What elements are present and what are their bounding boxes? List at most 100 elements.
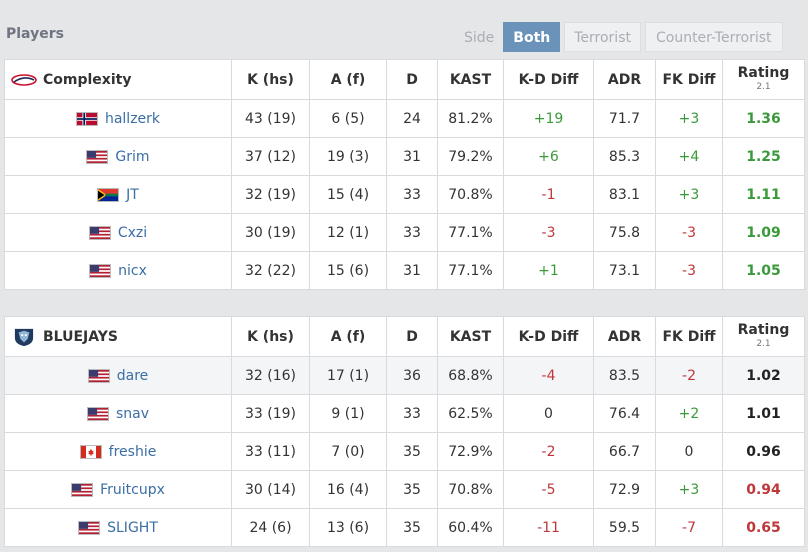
rating-cell: 0.96 [722, 432, 805, 471]
players-title: Players [6, 26, 64, 42]
norway-flag-icon [75, 111, 98, 126]
player-cell: freshie [4, 432, 232, 471]
table-row: SLIGHT 24 (6) 13 (6) 35 60.4% -11 59.5 -… [4, 508, 805, 547]
adr-cell: 83.1 [593, 175, 656, 214]
table-row: Grim 37 (12) 19 (3) 31 79.2% +6 85.3 +4 … [4, 137, 805, 176]
adr-cell: 85.3 [593, 137, 656, 176]
col-kast: KAST [437, 59, 504, 100]
kills-cell: 30 (14) [231, 470, 310, 509]
player-cell: nicx [4, 251, 232, 290]
col-rating: Rating 2.1 [722, 59, 805, 100]
rating-cell: 0.94 [722, 470, 805, 509]
assists-cell: 15 (4) [309, 175, 387, 214]
fk-diff-cell: +3 [655, 99, 723, 138]
adr-cell: 66.7 [593, 432, 656, 471]
col-kd-diff: K-D Diff [503, 316, 594, 357]
kast-cell: 77.1% [437, 213, 504, 252]
player-name-link[interactable]: SLIGHT [107, 519, 158, 536]
fk-diff-cell: -7 [655, 508, 723, 547]
kills-cell: 43 (19) [231, 99, 310, 138]
team-stats-table: Complexity K (hs) A (f) D KAST K-D Diff … [4, 59, 805, 290]
kills-cell: 30 (19) [231, 213, 310, 252]
assists-cell: 9 (1) [309, 394, 387, 433]
deaths-cell: 33 [386, 394, 438, 433]
canada-flag-icon [79, 444, 102, 459]
fk-diff-cell: +3 [655, 175, 723, 214]
assists-cell: 15 (6) [309, 251, 387, 290]
deaths-cell: 35 [386, 432, 438, 471]
kast-cell: 68.8% [437, 356, 504, 395]
usa-flag-icon [78, 520, 101, 535]
deaths-cell: 24 [386, 99, 438, 138]
player-name-link[interactable]: dare [116, 367, 149, 384]
kast-cell: 79.2% [437, 137, 504, 176]
rating-version: 2.1 [756, 338, 771, 349]
kast-cell: 77.1% [437, 251, 504, 290]
side-filter-tabs: Side Both Terrorist Counter-Terrorist [459, 22, 783, 52]
player-cell: snav [4, 394, 232, 433]
team-name[interactable]: Complexity [43, 71, 132, 88]
assists-cell: 7 (0) [309, 432, 387, 471]
fk-diff-cell: -2 [655, 356, 723, 395]
rating-cell: 1.05 [722, 251, 805, 290]
kast-cell: 60.4% [437, 508, 504, 547]
col-kast: KAST [437, 316, 504, 357]
tab-counter-terrorist[interactable]: Counter-Terrorist [644, 22, 783, 52]
tab-both[interactable]: Both [503, 22, 561, 52]
col-adr: ADR [593, 316, 656, 357]
usa-flag-icon [89, 263, 112, 278]
player-name-link[interactable]: Fruitcupx [100, 481, 165, 498]
usa-flag-icon [88, 225, 111, 240]
kast-cell: 70.8% [437, 470, 504, 509]
player-name-link[interactable]: hallzerk [104, 110, 161, 127]
kast-cell: 81.2% [437, 99, 504, 138]
col-deaths: D [386, 59, 438, 100]
player-name-link[interactable]: Cxzi [117, 224, 148, 241]
player-name-link[interactable]: freshie [108, 443, 157, 460]
deaths-cell: 31 [386, 137, 438, 176]
team-header: Complexity [4, 59, 232, 100]
col-adr: ADR [593, 59, 656, 100]
kills-cell: 24 (6) [231, 508, 310, 547]
col-kd-diff: K-D Diff [503, 59, 594, 100]
player-name-link[interactable]: nicx [118, 262, 147, 279]
table-row: nicx 32 (22) 15 (6) 31 77.1% +1 73.1 -3 … [4, 251, 805, 290]
players-header: Players Side Both Terrorist Counter-Terr… [0, 0, 808, 58]
deaths-cell: 31 [386, 251, 438, 290]
kd-diff-cell: 0 [503, 394, 594, 433]
deaths-cell: 36 [386, 356, 438, 395]
fk-diff-cell: -3 [655, 213, 723, 252]
team-name[interactable]: BLUEJAYS [43, 328, 118, 345]
player-name-link[interactable]: snav [115, 405, 150, 422]
kills-cell: 33 (19) [231, 394, 310, 433]
adr-cell: 59.5 [593, 508, 656, 547]
kills-cell: 33 (11) [231, 432, 310, 471]
player-name-link[interactable]: JT [126, 186, 139, 203]
table-row: hallzerk 43 (19) 6 (5) 24 81.2% +19 71.7… [4, 99, 805, 138]
col-kills: K (hs) [231, 316, 310, 357]
fk-diff-cell: +4 [655, 137, 723, 176]
rating-cell: 1.25 [722, 137, 805, 176]
fk-diff-cell: +2 [655, 394, 723, 433]
adr-cell: 75.8 [593, 213, 656, 252]
tab-terrorist[interactable]: Terrorist [564, 22, 641, 52]
adr-cell: 71.7 [593, 99, 656, 138]
player-cell: Grim [4, 137, 232, 176]
rating-label: Rating [737, 64, 790, 81]
player-cell: JT [4, 175, 232, 214]
table-row: snav 33 (19) 9 (1) 33 62.5% 0 76.4 +2 1.… [4, 394, 805, 433]
table-row: dare 32 (16) 17 (1) 36 68.8% -4 83.5 -2 … [4, 356, 805, 395]
player-name-link[interactable]: Grim [115, 148, 150, 165]
table-header-row: BLUEJAYS K (hs) A (f) D KAST K-D Diff AD… [4, 316, 805, 357]
kast-cell: 72.9% [437, 432, 504, 471]
adr-cell: 76.4 [593, 394, 656, 433]
fk-diff-cell: 0 [655, 432, 723, 471]
table-header-row: Complexity K (hs) A (f) D KAST K-D Diff … [4, 59, 805, 100]
fk-diff-cell: -3 [655, 251, 723, 290]
team-stats-table: BLUEJAYS K (hs) A (f) D KAST K-D Diff AD… [4, 316, 805, 547]
usa-flag-icon [87, 368, 110, 383]
assists-cell: 13 (6) [309, 508, 387, 547]
kast-cell: 70.8% [437, 175, 504, 214]
assists-cell: 17 (1) [309, 356, 387, 395]
rating-cell: 1.11 [722, 175, 805, 214]
